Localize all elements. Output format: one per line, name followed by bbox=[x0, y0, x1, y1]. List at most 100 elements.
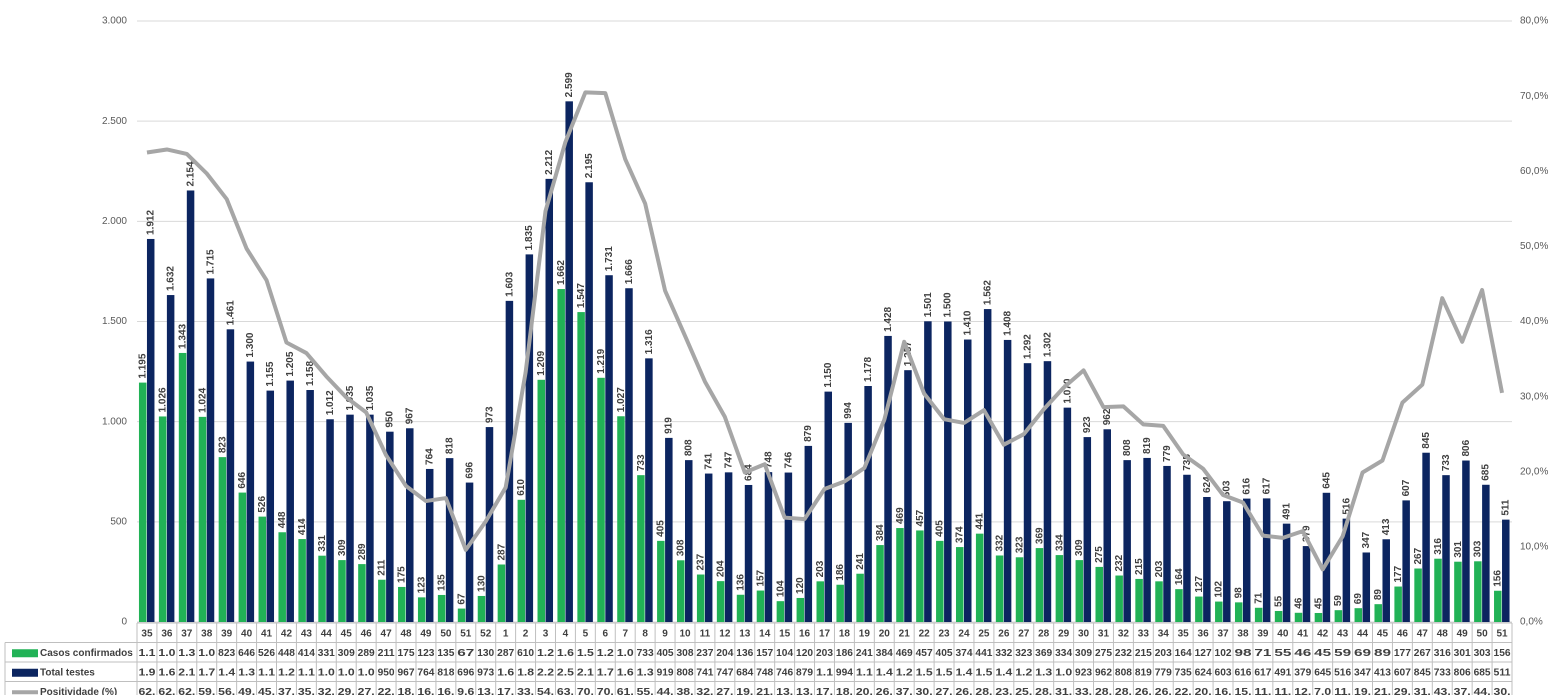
bar bbox=[238, 492, 247, 622]
bar-value-label: 237 bbox=[696, 553, 707, 570]
bar-value-label: 332 bbox=[994, 534, 1005, 551]
bar-value-label: 331 bbox=[317, 535, 328, 552]
table-cell: 733 bbox=[1434, 667, 1451, 678]
bar bbox=[1155, 581, 1163, 622]
table-cell: 332 bbox=[995, 648, 1012, 659]
table-cell: 303 bbox=[1474, 648, 1491, 659]
bar bbox=[537, 379, 546, 622]
bar bbox=[326, 419, 334, 622]
bar bbox=[645, 358, 653, 622]
x-tick-label: 12 bbox=[719, 628, 731, 639]
bar-value-label: 316 bbox=[1433, 538, 1444, 555]
bar bbox=[1342, 518, 1351, 622]
bar bbox=[864, 386, 872, 622]
bar bbox=[1474, 561, 1482, 622]
table-cell: 1.4 bbox=[995, 667, 1013, 678]
table-cell: 54. bbox=[537, 687, 554, 695]
table-cell: 748 bbox=[756, 667, 773, 678]
bar bbox=[1322, 492, 1331, 622]
x-tick-label: 7 bbox=[622, 628, 628, 639]
y2-tick-label: 50,0% bbox=[1520, 241, 1548, 252]
table-cell: 18. bbox=[836, 687, 853, 695]
table-cell: 1.1 bbox=[298, 667, 316, 678]
table-cell: 55 bbox=[1274, 648, 1292, 659]
bar bbox=[138, 382, 147, 622]
table-cell: 37. bbox=[896, 687, 913, 695]
table-cell: 26. bbox=[1135, 687, 1152, 695]
table-cell: 70. bbox=[577, 687, 594, 695]
bar-value-label: 616 bbox=[1242, 477, 1253, 494]
bar-value-label: 1.715 bbox=[205, 249, 216, 274]
table-cell: 1.5 bbox=[916, 667, 934, 678]
table-cell: 89 bbox=[1374, 648, 1392, 659]
x-tick-label: 44 bbox=[321, 628, 333, 639]
bar bbox=[1454, 561, 1462, 622]
y-tick-label: 0 bbox=[121, 617, 127, 628]
bar bbox=[1414, 568, 1422, 622]
x-tick-label: 52 bbox=[480, 628, 492, 639]
x-tick-label: 21 bbox=[899, 628, 911, 639]
table-cell: 25. bbox=[1015, 687, 1032, 695]
x-tick-label: 43 bbox=[1337, 628, 1349, 639]
bar bbox=[983, 309, 992, 622]
table-cell: 414 bbox=[298, 648, 315, 659]
bar bbox=[545, 178, 554, 622]
table-cell: 98 bbox=[1234, 648, 1252, 659]
bar-value-label: 646 bbox=[237, 471, 248, 488]
x-tick-label: 11 bbox=[700, 628, 711, 639]
table-cell: 309 bbox=[338, 648, 355, 659]
x-tick-label: 49 bbox=[420, 628, 432, 639]
table-cell: 808 bbox=[677, 667, 694, 678]
bar-value-label: 923 bbox=[1082, 416, 1093, 433]
bar bbox=[1294, 612, 1303, 622]
bar bbox=[995, 555, 1004, 622]
bar-value-label: 301 bbox=[1453, 541, 1464, 558]
x-tick-label: 2 bbox=[523, 628, 529, 639]
table-cell: 164 bbox=[1175, 648, 1192, 659]
bar bbox=[1023, 363, 1032, 622]
table-cell: 241 bbox=[856, 648, 873, 659]
x-tick-label: 10 bbox=[679, 628, 691, 639]
bar bbox=[437, 594, 446, 622]
x-tick-label: 46 bbox=[361, 628, 373, 639]
table-cell: 20. bbox=[1195, 687, 1212, 695]
bar bbox=[1242, 498, 1251, 622]
table-cell: 308 bbox=[677, 648, 694, 659]
table-cell: 275 bbox=[1095, 648, 1112, 659]
bar bbox=[206, 278, 215, 622]
table-cell: 603 bbox=[1215, 667, 1232, 678]
x-tick-label: 40 bbox=[1277, 628, 1289, 639]
table-cell: 1.4 bbox=[876, 667, 894, 678]
table-cell: 1.0 bbox=[1055, 667, 1073, 678]
table-cell: 37. bbox=[278, 687, 295, 695]
bar-value-label: 1.012 bbox=[325, 390, 336, 415]
table-cell: 9.6 bbox=[457, 687, 475, 695]
bar bbox=[226, 329, 235, 622]
bar-value-label: 59 bbox=[1333, 595, 1344, 607]
bar-value-label: 879 bbox=[803, 425, 814, 442]
table-cell: 23. bbox=[995, 687, 1012, 695]
x-tick-label: 42 bbox=[281, 628, 293, 639]
bar bbox=[1254, 607, 1263, 622]
table-cell: 1.1 bbox=[816, 667, 834, 678]
table-cell: 441 bbox=[975, 648, 992, 659]
table-cell: 21. bbox=[756, 687, 773, 695]
bar-value-label: 1.410 bbox=[963, 310, 974, 335]
bar bbox=[665, 437, 673, 622]
table-cell: 384 bbox=[876, 648, 893, 659]
x-tick-label: 17 bbox=[819, 628, 831, 639]
table-cell: 104 bbox=[776, 648, 793, 659]
bar bbox=[1362, 552, 1371, 622]
table-cell: 2.1 bbox=[178, 667, 196, 678]
bar bbox=[366, 414, 374, 622]
x-tick-label: 19 bbox=[859, 628, 871, 639]
bar-value-label: 384 bbox=[875, 524, 886, 541]
table-cell: 735 bbox=[1175, 667, 1192, 678]
bar bbox=[1354, 608, 1363, 622]
bar-value-label: 806 bbox=[1461, 439, 1472, 456]
table-cell: 764 bbox=[417, 667, 434, 678]
bar bbox=[696, 574, 705, 622]
table-cell: 49. bbox=[238, 687, 255, 695]
bar-value-label: 1.070 bbox=[1062, 378, 1073, 403]
x-tick-label: 9 bbox=[662, 628, 668, 639]
